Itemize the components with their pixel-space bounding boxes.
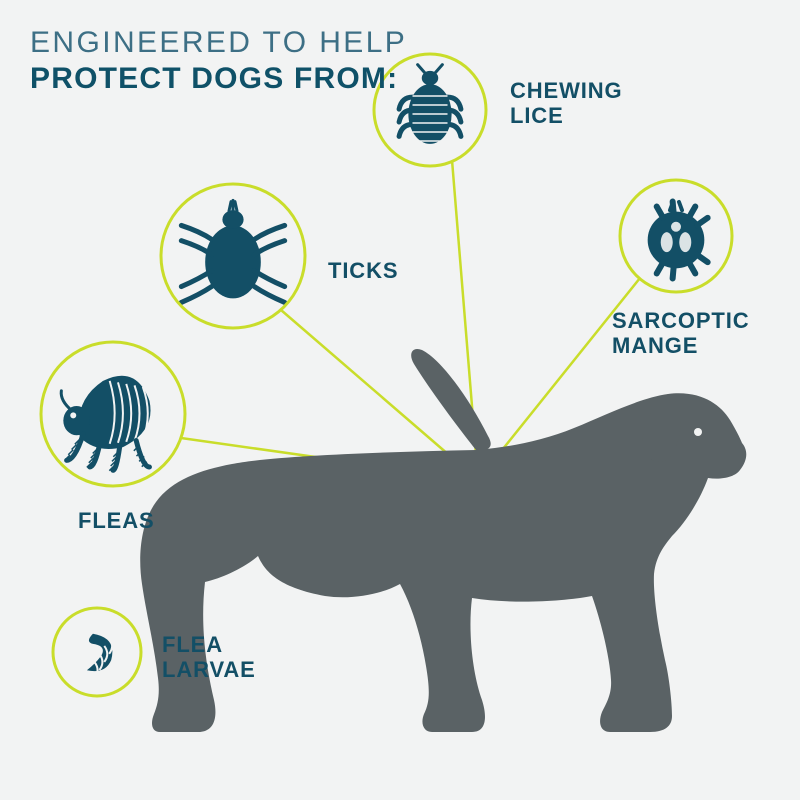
- title-line-1: ENGINEERED TO HELP: [30, 26, 407, 60]
- label-larvae: FLEALARVAE: [162, 632, 256, 683]
- label-lice: CHEWINGLICE: [510, 78, 623, 129]
- title-line-2: PROTECT DOGS FROM:: [30, 62, 398, 96]
- infographic-stage: ENGINEERED TO HELP PROTECT DOGS FROM: CH…: [0, 0, 800, 800]
- pest-mange: [620, 180, 732, 292]
- pest-larvae: [53, 608, 141, 696]
- label-mange: SARCOPTICMANGE: [612, 308, 749, 359]
- pest-ticks: [161, 184, 305, 328]
- svg-layer: [0, 0, 800, 800]
- label-fleas: FLEAS: [78, 508, 155, 533]
- pest-fleas: [41, 342, 185, 486]
- label-ticks: TICKS: [328, 258, 398, 283]
